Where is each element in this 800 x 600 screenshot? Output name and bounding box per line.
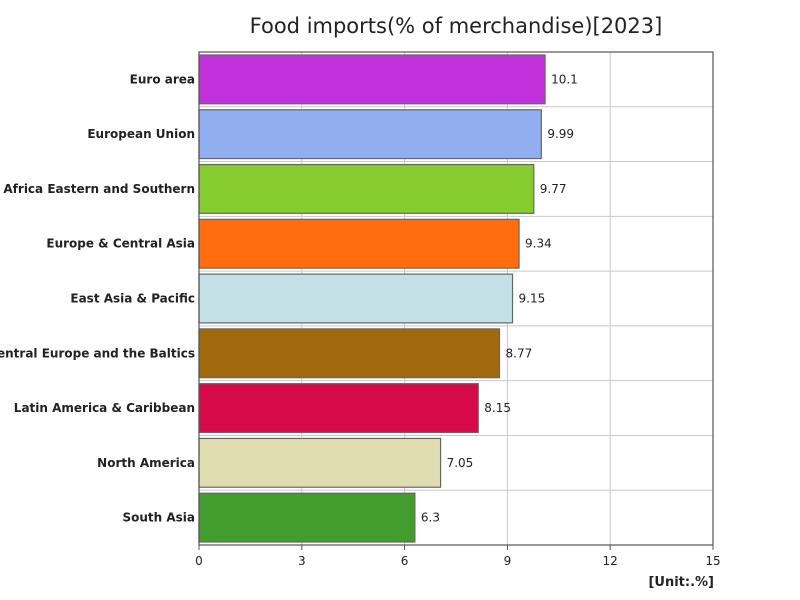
bar bbox=[198, 54, 546, 105]
category-label: European Union bbox=[87, 127, 195, 141]
category-label: North America bbox=[97, 456, 195, 470]
bar-value-label: 8.77 bbox=[506, 346, 533, 360]
x-tick-label: 0 bbox=[195, 554, 203, 568]
category-label: Euro area bbox=[130, 72, 195, 86]
label-layer: 0 3 6 9 12 15 10.1 Euro area 9.99 European Union 9… bbox=[0, 72, 721, 568]
category-label: Europe & Central Asia bbox=[46, 237, 195, 251]
unit-label: [Unit:.%] bbox=[648, 575, 714, 590]
bar-value-label: 9.99 bbox=[547, 127, 574, 141]
category-label: Latin America & Caribbean bbox=[14, 401, 195, 415]
bar-layer bbox=[198, 54, 546, 543]
x-tick-label: 12 bbox=[603, 554, 618, 568]
bar bbox=[198, 218, 520, 269]
bar-value-label: 9.77 bbox=[540, 182, 567, 196]
chart-title: Food imports(% of merchandise)[2023] bbox=[249, 14, 663, 38]
bar bbox=[198, 437, 442, 488]
category-label: East Asia & Pacific bbox=[70, 292, 195, 306]
x-tick-label: 3 bbox=[298, 554, 306, 568]
bar bbox=[198, 273, 514, 324]
plot-frame bbox=[198, 51, 714, 546]
bar bbox=[198, 383, 479, 434]
category-label: South Asia bbox=[122, 511, 195, 525]
bar-value-label: 7.05 bbox=[447, 456, 474, 470]
bar-value-label: 8.15 bbox=[484, 401, 511, 415]
bar-value-label: 9.34 bbox=[525, 237, 552, 251]
x-tick-label: 15 bbox=[705, 554, 720, 568]
bar-value-label: 6.3 bbox=[421, 511, 440, 525]
bar bbox=[198, 163, 535, 214]
bar bbox=[198, 328, 501, 379]
bar-value-label: 9.15 bbox=[519, 292, 546, 306]
bar bbox=[198, 492, 416, 543]
bar bbox=[198, 109, 542, 160]
x-tick-label: 6 bbox=[401, 554, 409, 568]
bar-value-label: 10.1 bbox=[551, 72, 578, 86]
category-label: Central Europe and the Baltics bbox=[0, 346, 195, 360]
x-tick-label: 9 bbox=[504, 554, 512, 568]
category-label: Africa Eastern and Southern bbox=[3, 182, 195, 196]
